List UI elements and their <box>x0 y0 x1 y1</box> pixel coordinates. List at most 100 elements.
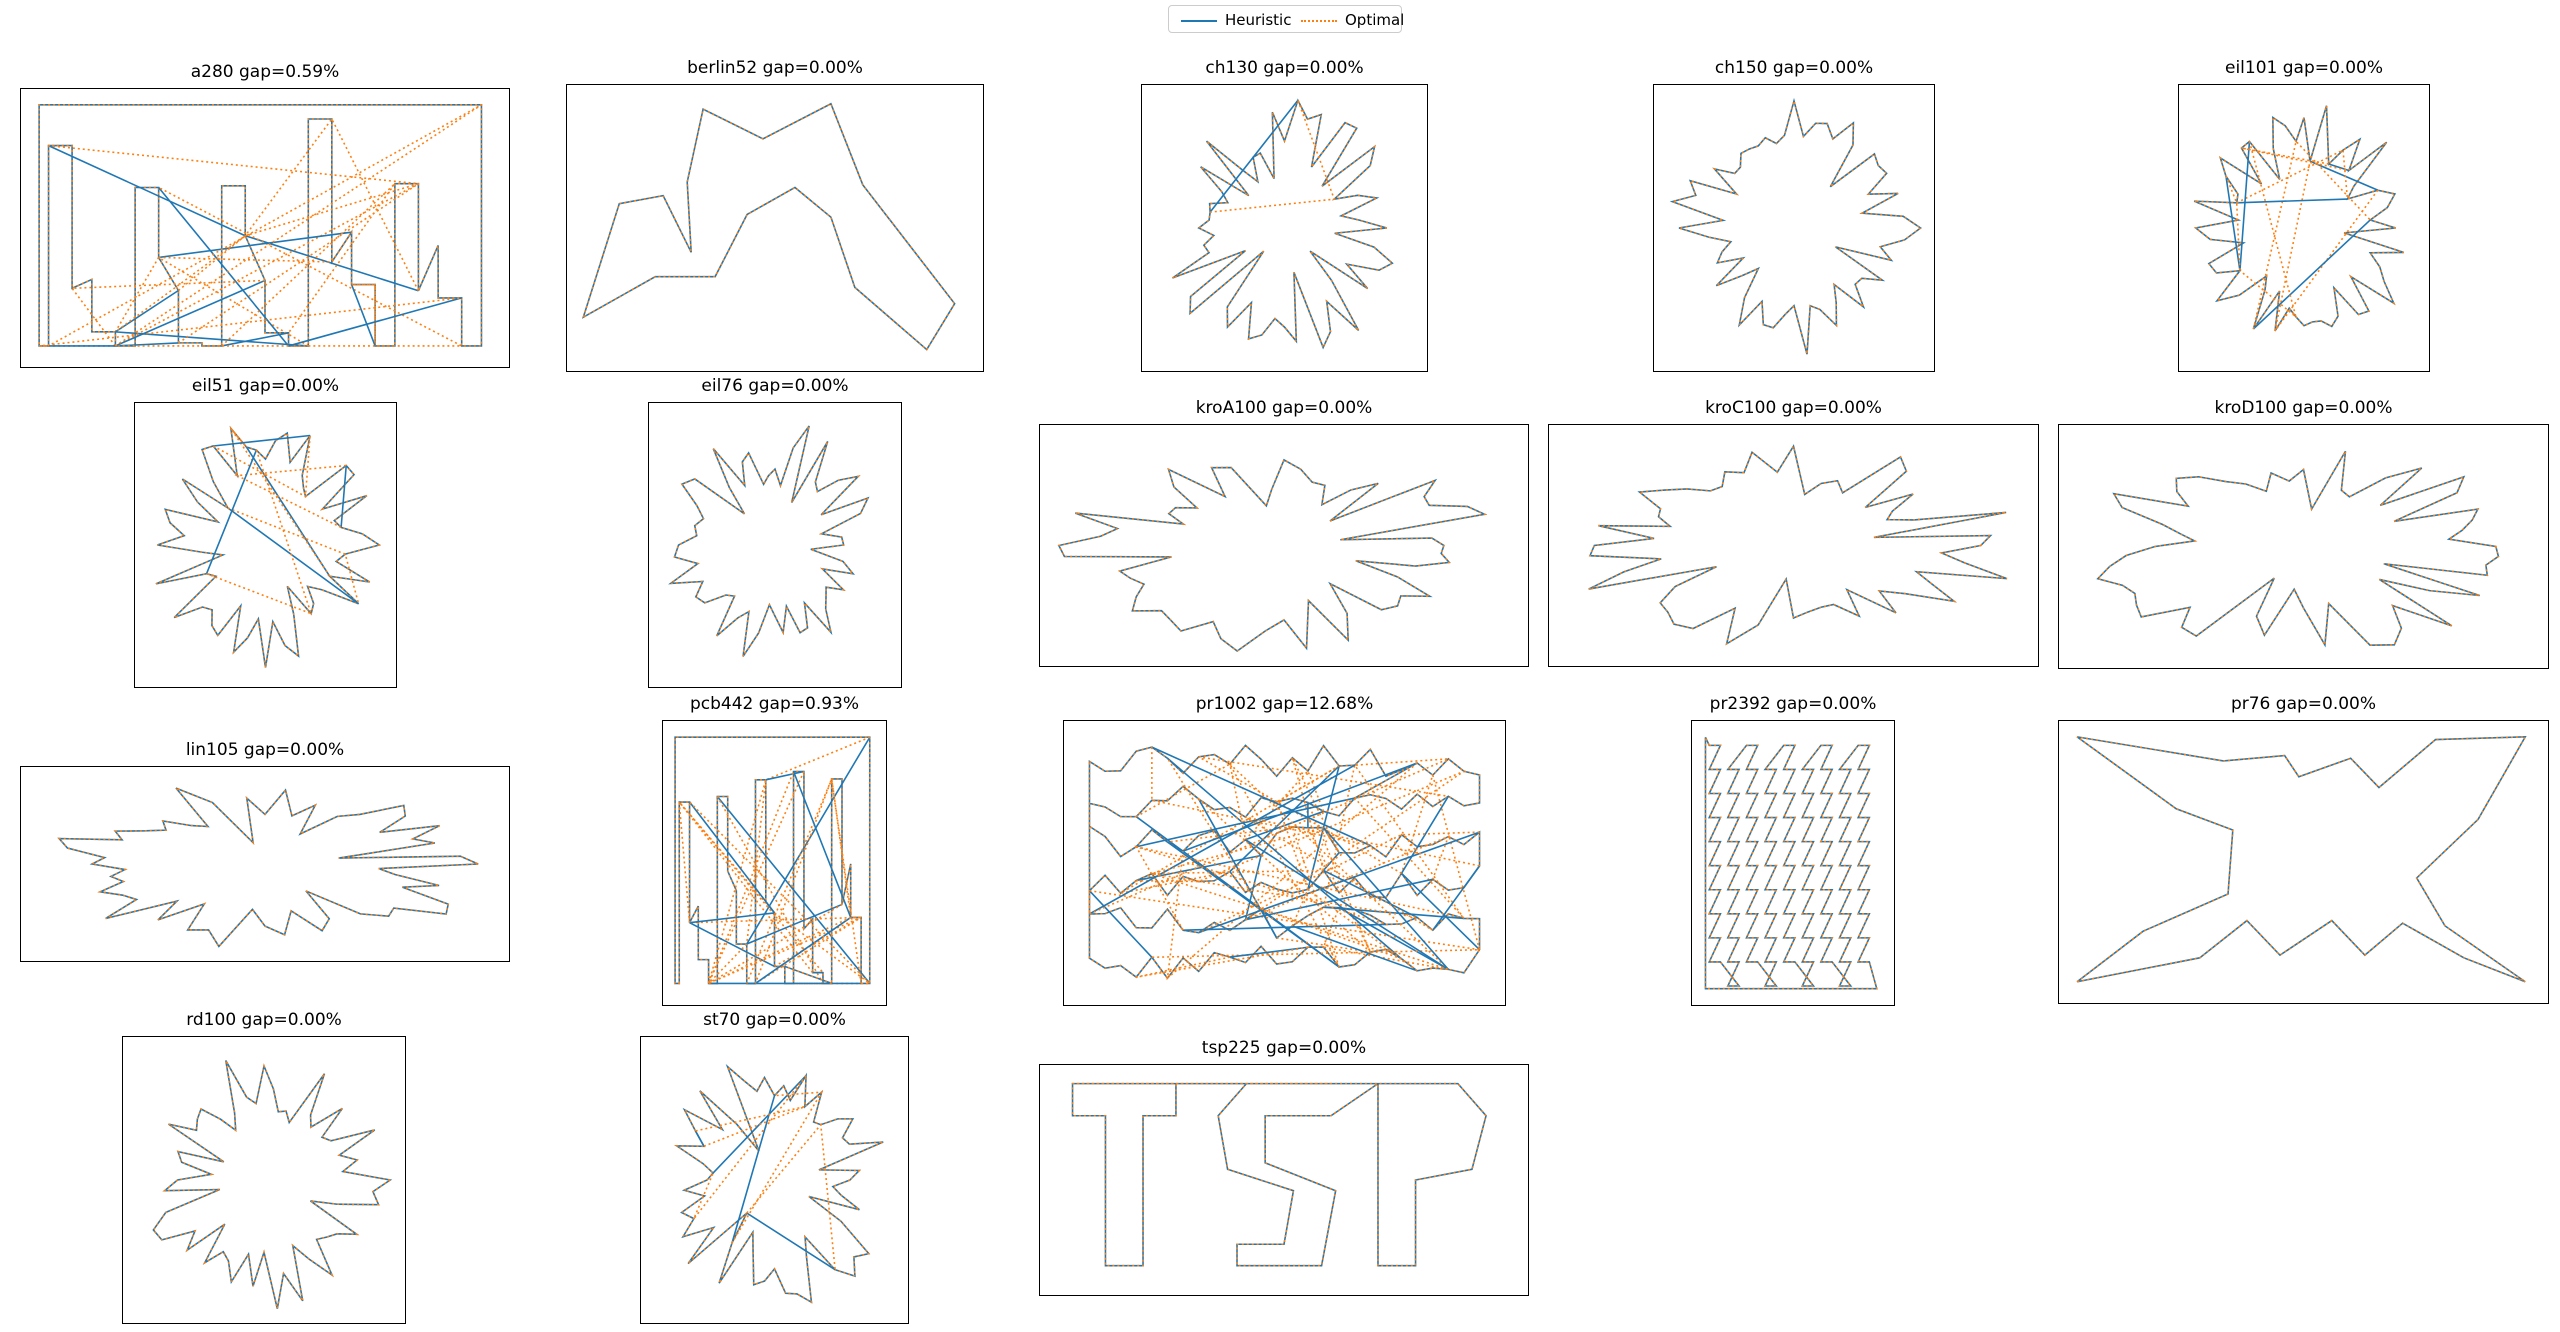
heuristic-edge-a280 <box>48 144 246 237</box>
panel-title-eil76: eil76 gap=0.00% <box>701 376 849 396</box>
tour-plot-a280 <box>38 103 483 347</box>
panel-title-ch150: ch150 gap=0.00% <box>1714 58 1874 78</box>
optimal-tour-berlin52 <box>581 102 956 351</box>
panel-title-pr76: pr76 gap=0.00% <box>2230 694 2377 714</box>
heuristic-edge-pcb442 <box>716 795 871 984</box>
optimal-edge-pcb442 <box>689 801 871 985</box>
panel-a280 <box>20 88 510 368</box>
heuristic-edge-a280 <box>288 297 462 347</box>
heuristic-edge-pcb442 <box>765 770 805 781</box>
panel-pr2392 <box>1691 720 1895 1006</box>
heuristic-edge-a280 <box>114 289 179 333</box>
panel-title-kroA100: kroA100 gap=0.00% <box>1195 398 1373 418</box>
optimal-edge-pr1002 <box>1198 756 1449 874</box>
optimal-edge-pr1002 <box>1136 946 1309 978</box>
heuristic-edge-a280 <box>158 231 352 259</box>
optimal-edge-st70 <box>693 1075 807 1220</box>
tour-plot-pcb442 <box>674 736 871 985</box>
optimal-edge-pcb442 <box>708 903 843 985</box>
heuristic-edge-pr1002 <box>1338 906 1449 971</box>
heuristic-edge-pr1002 <box>1323 906 1465 920</box>
tour-plot-kroD100 <box>2096 450 2500 648</box>
heuristic-edge-eil51 <box>340 465 348 528</box>
optimal-edge-pcb442 <box>707 771 805 984</box>
optimal-edge-ch130 <box>1210 100 1336 213</box>
panel-ch130 <box>1141 84 1428 372</box>
panel-title-st70: st70 gap=0.00% <box>703 1010 846 1030</box>
heuristic-tour-lin105 <box>57 787 479 948</box>
optimal-edge-pr1002 <box>1135 762 1340 968</box>
panel-eil76 <box>648 402 902 688</box>
panel-ch150 <box>1653 84 1935 372</box>
panel-kroC100 <box>1548 424 2039 667</box>
heuristic-edge-pr1002 <box>1167 841 1340 968</box>
panel-title-eil101: eil101 gap=0.00% <box>2224 58 2384 78</box>
heuristic-edge-a280 <box>115 279 266 347</box>
optimal-edge-pr1002 <box>1228 761 1449 970</box>
optimal-edge-a280 <box>244 117 420 292</box>
tour-plot-berlin52 <box>581 102 956 351</box>
heuristic-tour-pr76 <box>2076 736 2527 983</box>
optimal-edge-a280 <box>39 297 462 347</box>
panel-title-pr1002: pr1002 gap=12.68% <box>1195 694 1374 714</box>
panel-pr1002 <box>1063 720 1506 1006</box>
optimal-tour-rd100 <box>152 1060 393 1309</box>
heuristic-edge-eil101 <box>2239 141 2251 271</box>
optimal-tour-a280 <box>38 103 483 347</box>
optimal-edge-st70 <box>746 1122 836 1270</box>
tour-plot-ch130 <box>1172 98 1394 350</box>
heuristic-tour-pr1002 <box>1088 744 1481 980</box>
optimal-edge-eil51 <box>206 449 313 615</box>
optimal-edge-a280 <box>48 104 482 347</box>
heuristic-edge-pcb442 <box>792 771 852 918</box>
legend-label-optimal: Optimal <box>1345 11 1405 29</box>
tour-plot-kroA100 <box>1057 458 1488 653</box>
heuristic-edge-pr1002 <box>1229 946 1309 958</box>
optimal-edge-pr1002 <box>1245 770 1465 921</box>
optimal-edge-pr1002 <box>1307 802 1372 953</box>
optimal-edge-pr1002 <box>1322 763 1465 919</box>
optimal-edge-eil101 <box>2252 139 2371 330</box>
heuristic-edge-pr1002 <box>1292 925 1418 972</box>
panel-title-pr2392: pr2392 gap=0.00% <box>1709 694 1877 714</box>
optimal-edge-eil51 <box>230 427 331 577</box>
heuristic-edge-pr1002 <box>1322 852 1340 871</box>
heuristic-edge-eil51 <box>227 507 360 605</box>
optimal-tour-pr76 <box>2076 736 2527 983</box>
heuristic-edge-eil51 <box>213 434 311 447</box>
optimal-edge-st70 <box>731 1091 824 1244</box>
panel-pcb442 <box>662 720 887 1006</box>
heuristic-edge-pr1002 <box>1197 798 1278 939</box>
optimal-tour-eil51 <box>155 425 382 668</box>
panel-kroA100 <box>1039 424 1529 667</box>
legend-swatch-optimal <box>1301 20 1337 22</box>
optimal-edge-a280 <box>158 186 463 347</box>
legend: Heuristic Optimal <box>1168 5 1405 33</box>
tour-plot-eil51 <box>155 425 382 668</box>
heuristic-tour-pr2392 <box>1704 737 1878 990</box>
optimal-tour-pr1002 <box>1088 744 1481 980</box>
heuristic-tour-rd100 <box>152 1060 393 1309</box>
optimal-edge-pcb442 <box>754 778 852 984</box>
tour-plot-eil101 <box>2193 105 2404 332</box>
heuristic-edge-a280 <box>350 284 376 347</box>
optimal-edge-pcb442 <box>678 799 776 923</box>
heuristic-edge-pr1002 <box>1322 827 1449 970</box>
panel-title-a280: a280 gap=0.59% <box>190 62 340 82</box>
optimal-tour-ch130 <box>1172 98 1394 350</box>
optimal-edge-eil51 <box>227 507 360 604</box>
panel-title-rd100: rd100 gap=0.00% <box>186 1010 342 1030</box>
panel-kroD100 <box>2058 424 2549 669</box>
optimal-edge-a280 <box>114 183 419 347</box>
heuristic-edge-a280 <box>221 332 289 347</box>
heuristic-edge-pr1002 <box>1245 839 1449 971</box>
panel-rd100 <box>122 1036 406 1324</box>
heuristic-edge-pr1002 <box>1182 762 1418 852</box>
tour-plot-rd100 <box>152 1060 393 1309</box>
optimal-edge-st70 <box>695 1105 806 1147</box>
heuristic-edge-pr1002 <box>1400 795 1450 874</box>
heuristic-edge-a280 <box>244 234 419 292</box>
panel-eil51 <box>134 402 397 688</box>
heuristic-tour-berlin52 <box>581 102 956 351</box>
heuristic-edge-st70 <box>694 1130 705 1147</box>
